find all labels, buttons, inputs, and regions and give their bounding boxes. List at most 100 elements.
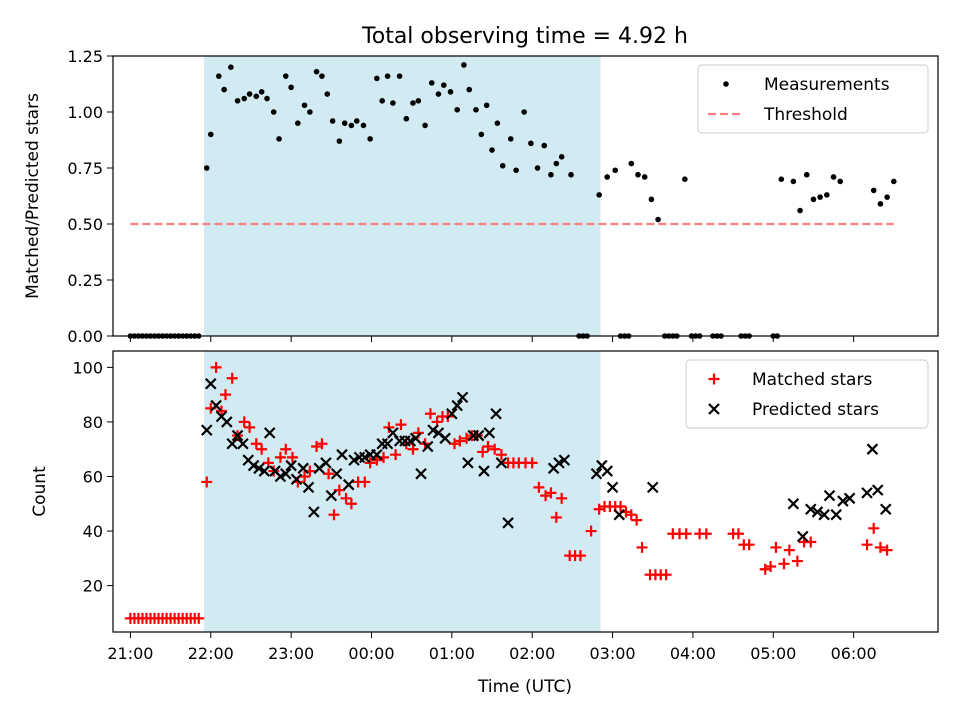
legend-box <box>697 64 929 134</box>
predicted-stars-point <box>646 481 659 494</box>
matched-stars-point <box>482 440 494 452</box>
predicted-stars-point <box>871 484 884 496</box>
measurement-point <box>384 73 391 79</box>
predicted-stars-point <box>818 508 830 521</box>
measurement-point <box>870 187 877 194</box>
y-tick-label: 100 <box>72 358 103 377</box>
predicted-stars-point <box>462 457 474 469</box>
y-tick-label: 60 <box>83 467 103 486</box>
matched-stars-point <box>280 443 292 455</box>
measurement-point <box>396 73 403 79</box>
y-tick-label: 0.25 <box>67 271 103 290</box>
measurement-point <box>461 62 467 68</box>
measurement-point <box>435 91 442 97</box>
matched-stars-point <box>220 389 231 401</box>
measurement-point <box>264 95 270 102</box>
matched-stars-point <box>359 476 371 488</box>
measurement-point <box>541 142 548 149</box>
measurement-point <box>228 64 234 70</box>
predicted-stars-point <box>381 437 394 450</box>
measurement-point <box>258 89 265 95</box>
observing-interval-shade <box>204 56 601 336</box>
predicted-stars-point <box>613 508 626 521</box>
matched-stars-point <box>874 541 886 553</box>
matched-stars-point <box>660 569 672 581</box>
matched-stars-point <box>732 528 744 540</box>
matched-stars-point <box>244 421 256 433</box>
plot-area <box>127 62 897 339</box>
predicted-stars-point <box>439 432 451 445</box>
measurement-point <box>478 131 485 138</box>
measurement-point <box>410 100 416 106</box>
x-tick-label: 22:00 <box>188 644 234 663</box>
x-tick-label: 04:00 <box>670 644 716 663</box>
measurement-point <box>682 176 688 182</box>
y-tick-label: 20 <box>83 577 103 596</box>
measurement-point <box>790 178 797 185</box>
observing-interval-shade <box>204 351 601 632</box>
matched-stars-point <box>631 514 643 526</box>
matched-stars-point <box>323 468 335 480</box>
predicted-stars-point <box>308 506 320 518</box>
legend-marker-measurements <box>723 81 729 87</box>
matched-stars-point <box>556 492 568 504</box>
y-tick-label: 80 <box>83 413 103 432</box>
figure-title: Total observing time = 4.92 h <box>361 24 688 49</box>
measurement-point <box>489 147 495 153</box>
measurement-point <box>830 174 837 180</box>
matched-stars-point <box>615 501 627 513</box>
predicted-stars-point <box>866 443 879 455</box>
measurement-point <box>810 196 817 203</box>
predicted-stars-point <box>456 391 469 404</box>
x-tick-label: 23:00 <box>268 644 314 663</box>
predicted-stars-point <box>226 437 238 450</box>
measurement-point <box>596 192 602 198</box>
measurement-point <box>348 122 355 129</box>
matched-stars-point <box>238 416 250 428</box>
legend: Measurements Threshold <box>697 64 929 134</box>
matched-stars-point <box>574 550 586 562</box>
predicted-stars-point <box>204 377 217 390</box>
legend-label: Predicted stars <box>752 400 879 420</box>
predicted-stars-point <box>325 489 338 502</box>
matched-stars-point <box>765 561 777 573</box>
measurement-point <box>628 160 635 167</box>
measurement-point <box>313 68 320 75</box>
matched-stars-point <box>316 438 328 450</box>
measurement-point <box>301 102 308 109</box>
y-tick-label: 0.50 <box>67 215 103 234</box>
measurement-point <box>428 80 435 86</box>
x-tick-label: 03:00 <box>589 644 635 663</box>
matched-stars-point <box>533 481 545 493</box>
predicted-stars-point <box>297 462 309 475</box>
predicted-stars-point <box>830 508 842 521</box>
matched-stars-point <box>881 544 893 556</box>
x-tick-label: 06:00 <box>831 644 877 663</box>
matched-stars-point <box>193 612 205 624</box>
measurement-point <box>282 73 289 79</box>
matched-stars-point <box>791 555 803 567</box>
matched-stars-point <box>340 492 352 504</box>
predicted-stars-point <box>320 457 332 469</box>
y-tick-label: 1.25 <box>67 47 103 66</box>
predicted-stars-point <box>330 467 343 480</box>
predicted-stars-point <box>796 530 809 543</box>
predicted-stars-point <box>200 424 213 436</box>
predicted-stars-point <box>804 503 817 516</box>
matched-stars-point <box>345 498 357 510</box>
measurement-point <box>319 73 325 79</box>
predicted-stars-point <box>472 429 485 442</box>
predicted-stars-point <box>879 503 892 516</box>
predicted-stars-point <box>606 481 619 494</box>
predicted-stars-point <box>590 467 603 480</box>
measurement-point <box>234 98 241 104</box>
matched-stars-point <box>700 528 712 540</box>
matched-stars-point <box>743 539 755 551</box>
measurement-point <box>803 171 810 178</box>
predicted-stars-point <box>861 487 873 499</box>
measurement-point <box>336 138 343 144</box>
measurement-point <box>367 136 373 142</box>
measurement-point <box>612 167 619 174</box>
matched-stars-point <box>407 443 419 455</box>
predicted-stars-point <box>478 465 490 477</box>
